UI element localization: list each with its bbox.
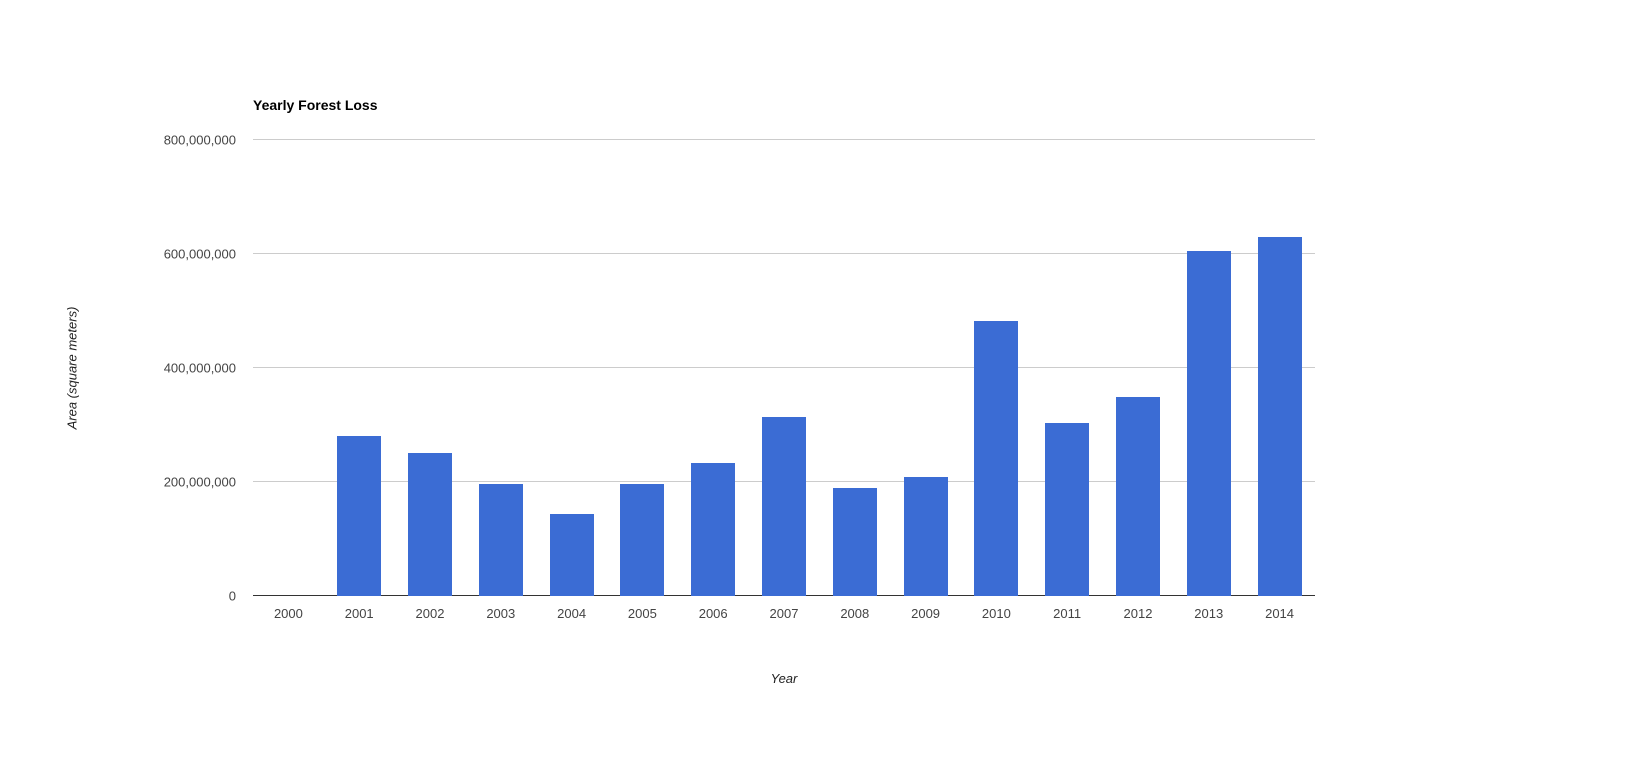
bar-slot: [1173, 140, 1244, 596]
bar-2010: [974, 321, 1019, 596]
bar-slot: [749, 140, 820, 596]
bar-2003: [478, 484, 523, 596]
x-tick-label: 2008: [840, 606, 870, 621]
x-tick-label: 2009: [911, 606, 941, 621]
x-tick-label: 2010: [981, 606, 1011, 621]
bar-slot: [1244, 140, 1315, 596]
bar-2006: [691, 463, 736, 596]
x-axis-tick-labels: 2000 2001 2002 2003 2004 2005 2006 2007 2008 2009…: [253, 606, 1315, 621]
bar-slot: [819, 140, 890, 596]
x-tick-label: 2014: [1265, 606, 1295, 621]
gridline: [253, 139, 1315, 140]
bar-series: [253, 140, 1315, 596]
bar-2012: [1116, 396, 1160, 596]
x-tick-label: 2011: [1053, 606, 1082, 621]
gridline: [253, 253, 1315, 254]
x-tick-label: 2001: [344, 606, 374, 621]
bar-slot: [324, 140, 395, 596]
bar-2011: [1045, 422, 1090, 596]
bar-2013: [1186, 250, 1231, 596]
x-tick-label: 2007: [769, 606, 799, 621]
bar-2004: [549, 513, 594, 596]
x-tick-label: 2004: [557, 606, 587, 621]
bar-2007: [762, 417, 806, 596]
y-axis-tick-labels: 0 200,000,000 400,000,000 600,000,000 800,00…: [60, 133, 236, 604]
y-tick-label: 600,000,000: [163, 246, 236, 262]
bar-slot: [890, 140, 961, 596]
x-axis-title: Year: [770, 671, 798, 686]
bar-2009: [903, 477, 948, 596]
bar-slot: [253, 140, 324, 596]
bar-slot: [395, 140, 466, 596]
bar-2002: [408, 452, 452, 596]
bar-2008: [832, 488, 877, 596]
plot-area: [253, 139, 1315, 596]
x-tick-label: 2012: [1123, 606, 1153, 621]
x-tick-label: 2005: [627, 606, 657, 621]
bar-2014: [1257, 236, 1302, 596]
bar-slot: [1032, 140, 1103, 596]
y-tick-label: 0: [228, 588, 236, 604]
bar-slot: [465, 140, 536, 596]
bar-slot: [678, 140, 749, 596]
x-tick-label: 2003: [486, 606, 516, 621]
bar-2005: [620, 484, 665, 596]
chart-title: Yearly Forest Loss: [253, 97, 378, 113]
bar-2001: [337, 436, 382, 596]
bar-slot: [1103, 140, 1174, 596]
x-tick-label: 2002: [415, 606, 445, 621]
x-tick-label: 2013: [1194, 606, 1224, 621]
bar-slot: [961, 140, 1032, 596]
x-tick-label: 2000: [273, 606, 303, 621]
bar-slot: [536, 140, 607, 596]
y-tick-label: 800,000,000: [163, 132, 236, 148]
bar-slot: [607, 140, 678, 596]
y-tick-label: 400,000,000: [163, 360, 236, 376]
y-tick-label: 200,000,000: [163, 474, 236, 490]
x-tick-label: 2006: [698, 606, 728, 621]
gridline: [253, 367, 1315, 368]
